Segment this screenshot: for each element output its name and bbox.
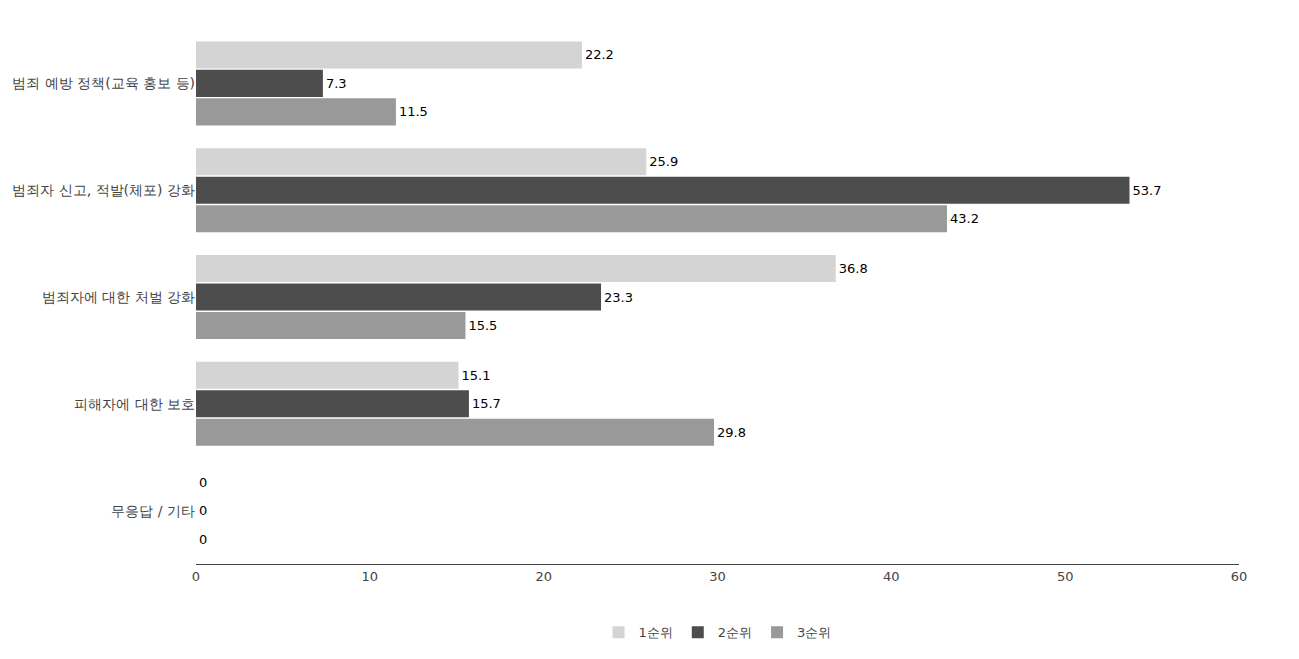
svg-text:0: 0 [199,503,207,518]
svg-text:11.5: 11.5 [399,104,428,119]
svg-text:15.7: 15.7 [472,396,501,411]
svg-text:15.1: 15.1 [461,368,490,383]
svg-text:29.8: 29.8 [717,425,746,440]
svg-text:15.5: 15.5 [468,318,497,333]
svg-text:0: 0 [199,475,207,490]
svg-text:30: 30 [709,569,726,584]
svg-text:0: 0 [192,569,200,584]
svg-text:10: 10 [362,569,379,584]
svg-text:43.2: 43.2 [950,211,979,226]
svg-text:0: 0 [199,532,207,547]
svg-text:53.7: 53.7 [1132,183,1161,198]
svg-text:50: 50 [1057,569,1074,584]
svg-text:7.3: 7.3 [326,76,347,91]
svg-text:40: 40 [883,569,900,584]
svg-text:범죄자에 대한 처벌 강화: 범죄자에 대한 처벌 강화 [42,289,195,305]
svg-text:25.9: 25.9 [649,154,678,169]
svg-text:무응답 / 기타: 무응답 / 기타 [111,503,195,519]
svg-text:60: 60 [1231,569,1248,584]
svg-text:범죄 예방 정책(교육 홍보 등): 범죄 예방 정책(교육 홍보 등) [12,75,195,91]
svg-text:3순위: 3순위 [797,625,831,640]
svg-text:1순위: 1순위 [639,625,673,640]
svg-text:피해자에 대한 보호: 피해자에 대한 보호 [74,396,195,412]
svg-text:22.2: 22.2 [585,47,614,62]
svg-text:2순위: 2순위 [718,625,752,640]
svg-text:범죄자 신고, 적발(체포) 강화: 범죄자 신고, 적발(체포) 강화 [12,182,195,198]
svg-text:36.8: 36.8 [839,261,868,276]
svg-text:20: 20 [535,569,552,584]
svg-text:23.3: 23.3 [604,290,633,305]
